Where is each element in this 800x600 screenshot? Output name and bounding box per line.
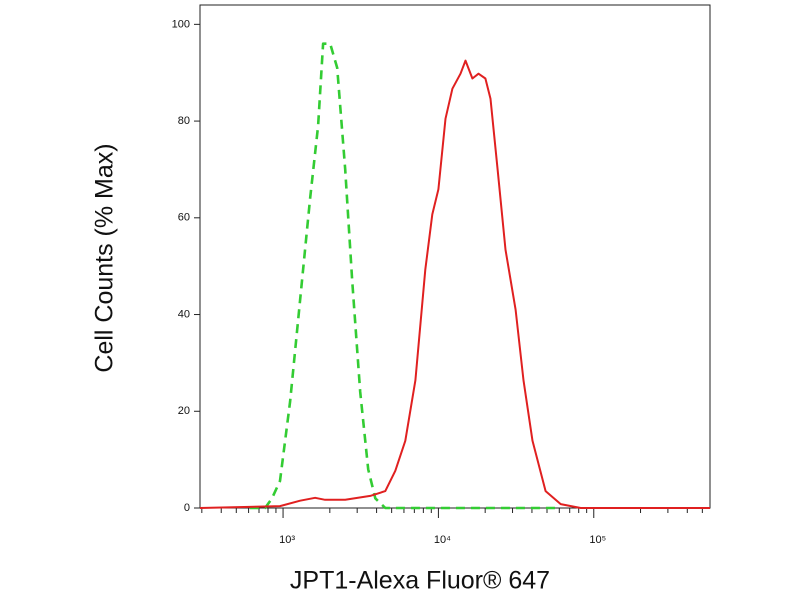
y-axis-title: Cell Counts (% Max): [91, 143, 119, 372]
y-tick-label: 100: [172, 18, 190, 30]
histogram-line: [249, 42, 561, 510]
histogram-line: [199, 59, 710, 509]
x-tick-label: 10⁵: [589, 534, 606, 546]
x-tick-label: 10⁴: [434, 534, 451, 546]
plot-frame: [199, 4, 711, 509]
y-tick-label: 20: [178, 405, 190, 417]
y-tick-label: 0: [184, 502, 190, 514]
y-tick-label: 80: [178, 115, 190, 127]
y-tick-label: 60: [178, 212, 190, 224]
y-tick-label: 40: [178, 308, 190, 320]
x-tick-label: 10³: [279, 534, 295, 546]
x-axis-title: JPT1-Alexa Fluor® 647: [290, 567, 550, 595]
